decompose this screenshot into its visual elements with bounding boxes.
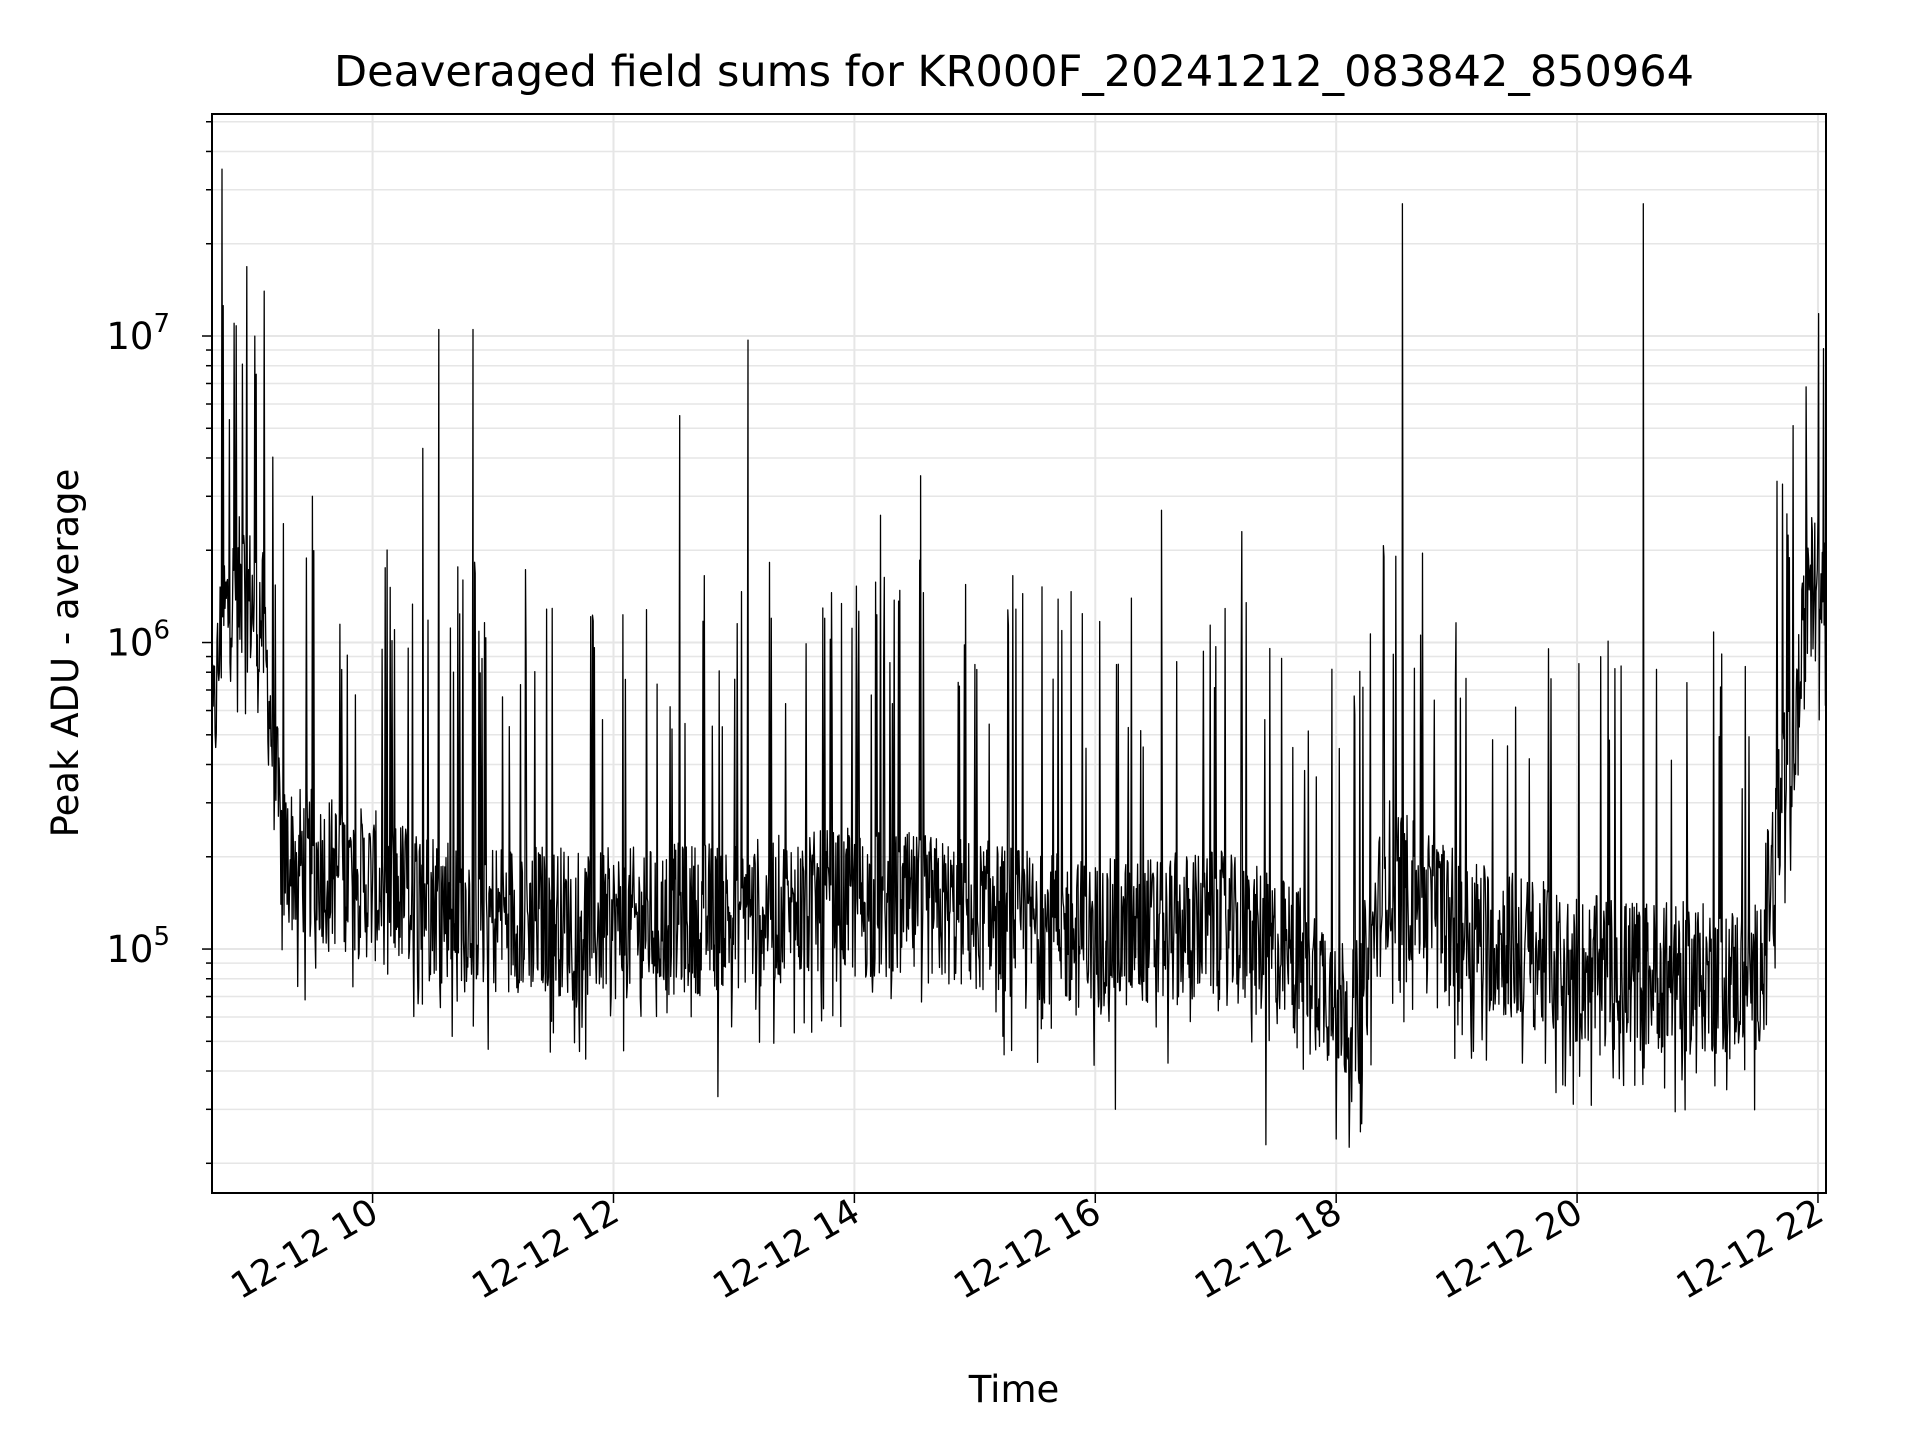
y-tick-label: 105 <box>106 922 170 971</box>
y-tick-label: 106 <box>106 616 170 665</box>
x-tick-label: 12-12 20 <box>1429 1191 1590 1307</box>
chart-title: Deaveraged field sums for KR000F_2024121… <box>334 47 1694 97</box>
x-tick-label: 12-12 10 <box>224 1191 385 1307</box>
series-line <box>211 168 1827 1148</box>
grid <box>212 114 1826 1193</box>
y-tick-label: 107 <box>106 309 170 358</box>
x-tick-label: 12-12 22 <box>1670 1191 1831 1307</box>
y-axis-label: Peak ADU - average <box>44 469 87 838</box>
x-tick-label: 12-12 16 <box>947 1191 1108 1307</box>
series-path <box>211 168 1827 1148</box>
x-tick-label: 12-12 18 <box>1188 1191 1349 1307</box>
plot-frame <box>211 113 1827 1194</box>
x-axis-label: Time <box>968 1368 1060 1411</box>
x-tick-label: 12-12 12 <box>465 1191 626 1307</box>
x-tick-label: 12-12 14 <box>706 1191 867 1307</box>
